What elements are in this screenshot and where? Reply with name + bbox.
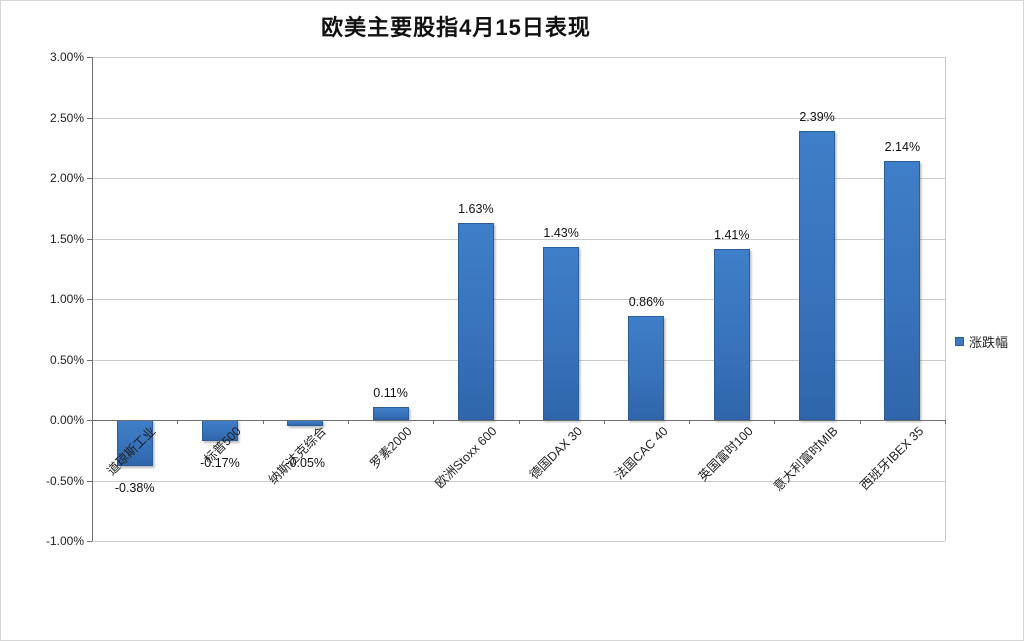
y-axis-tick-label: 0.00% (49, 413, 84, 427)
gridline (92, 57, 945, 58)
y-axis-tick-label: -1.00% (45, 534, 84, 548)
y-axis-tick-label: 1.00% (49, 292, 84, 306)
x-axis-tick-mark (689, 420, 691, 424)
y-axis-tick-label: 3.00% (49, 50, 84, 64)
bar-data-label: 0.86% (628, 294, 665, 309)
bar-data-label: 2.14% (884, 140, 921, 155)
x-axis-tick-mark (92, 420, 93, 424)
bar-data-label: -0.38% (114, 480, 155, 495)
y-axis-line (92, 57, 93, 541)
y-axis-tick-mark (87, 299, 92, 300)
x-axis-category-label: 英国富时100 (695, 424, 756, 485)
x-axis-category-label: 罗素2000 (367, 424, 415, 472)
y-axis-tick-mark (87, 480, 92, 482)
gridline (92, 178, 945, 179)
x-axis-category-label: 西班牙IBEX 35 (857, 424, 927, 493)
x-axis-tick-mark (518, 420, 520, 424)
x-axis-tick-mark (262, 420, 264, 424)
bar-7 (713, 249, 750, 420)
y-axis-tick-label: -0.50% (45, 473, 84, 488)
x-axis-tick-mark (433, 420, 435, 424)
y-axis-tick-mark (87, 57, 92, 58)
x-axis-category-label: 意大利富时MIB (771, 424, 841, 494)
gridline (92, 359, 945, 361)
bar-data-label: -0.17% (200, 455, 240, 470)
x-axis-category-label: 德国DAX 30 (527, 424, 586, 483)
gridline (92, 117, 945, 119)
y-axis-tick-mark (87, 420, 92, 421)
y-axis-tick-label: 2.50% (49, 110, 84, 125)
bar-5 (543, 246, 580, 420)
y-axis-tick-label: 2.00% (49, 171, 84, 185)
x-axis-tick-mark (774, 420, 776, 424)
x-axis-tick-mark (177, 420, 179, 424)
y-axis-tick-mark (87, 238, 92, 240)
y-axis-tick-label: 0.50% (49, 352, 84, 367)
gridline (92, 238, 945, 240)
x-axis-tick-mark (347, 420, 349, 424)
bar-9 (884, 161, 921, 420)
bar-8 (799, 130, 836, 420)
bar-6 (628, 315, 665, 420)
bar-data-label: 1.43% (543, 225, 579, 240)
gridline (92, 480, 945, 482)
y-axis-tick-mark (87, 359, 92, 361)
chart-title: 欧美主要股指4月15日表现 (321, 15, 591, 40)
legend-series-marker-icon (955, 337, 964, 346)
gridline (92, 541, 945, 542)
legend: 涨跌幅 (955, 332, 1008, 351)
y-axis-tick-mark (87, 178, 92, 179)
y-axis-tick-mark (87, 117, 92, 119)
bar-4 (457, 222, 494, 420)
gridline (92, 299, 945, 300)
x-axis-tick-mark (859, 420, 861, 424)
plot-right-border (945, 57, 946, 541)
bar-data-label: 1.41% (714, 228, 750, 243)
y-axis-tick-label: 1.50% (49, 231, 84, 246)
bar-0 (116, 420, 153, 466)
y-axis-tick-mark (87, 541, 92, 542)
bar-data-label: -0.05% (285, 456, 326, 471)
x-axis-category-label: 法国CAC 40 (611, 424, 671, 483)
bar-3 (372, 406, 409, 420)
x-axis-tick-mark (945, 420, 946, 424)
bar-data-label: 1.63% (458, 201, 494, 216)
bar-data-label: 0.11% (373, 385, 408, 400)
x-axis-tick-mark (603, 420, 605, 424)
bar-data-label: 2.39% (799, 109, 835, 124)
legend-series-label: 涨跌幅 (969, 335, 1009, 350)
